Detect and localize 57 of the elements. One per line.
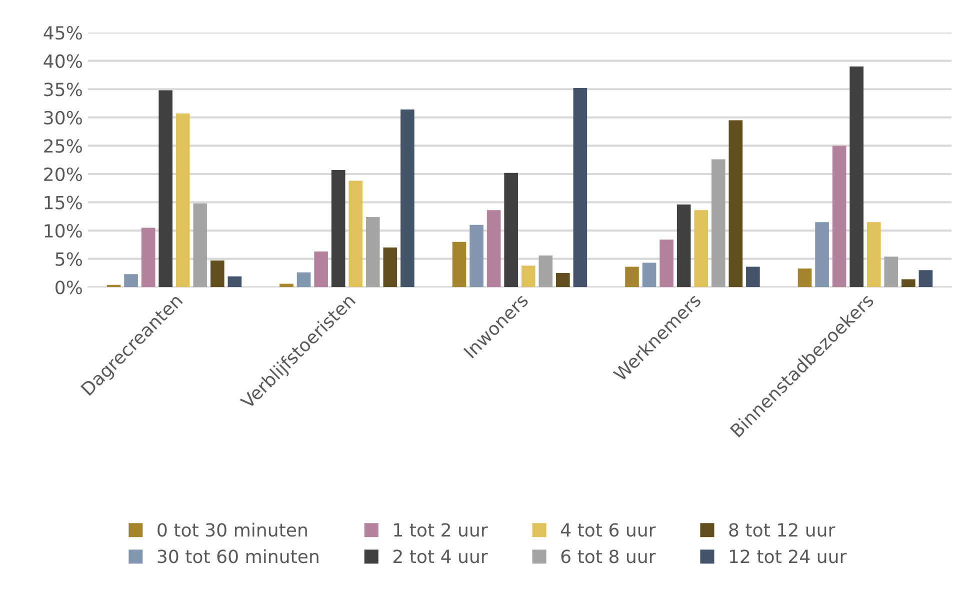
bar bbox=[486, 210, 501, 288]
bar bbox=[918, 270, 933, 288]
legend-label: 12 tot 24 uur bbox=[730, 550, 847, 564]
bar bbox=[521, 266, 536, 288]
bar bbox=[556, 272, 570, 288]
bar bbox=[850, 66, 864, 288]
bar bbox=[383, 248, 398, 288]
bar bbox=[176, 113, 190, 288]
y-tick-label: 25% bbox=[44, 139, 82, 153]
bar bbox=[815, 222, 829, 288]
y-tick-label: 0% bbox=[56, 280, 82, 294]
y-tick-label: 40% bbox=[44, 54, 82, 68]
bar bbox=[711, 159, 726, 288]
bar bbox=[280, 284, 294, 288]
bar bbox=[366, 216, 380, 288]
y-tick-label: 5% bbox=[56, 252, 82, 266]
bar bbox=[331, 170, 346, 288]
y-tick-label: 15% bbox=[44, 196, 82, 210]
bar bbox=[884, 256, 898, 288]
legend-label: 0 tot 30 minuten bbox=[158, 522, 307, 537]
bar bbox=[470, 224, 484, 288]
bar bbox=[728, 120, 743, 288]
bar bbox=[832, 146, 846, 288]
bar bbox=[314, 251, 328, 288]
y-tick-label: 45% bbox=[44, 26, 82, 40]
bar bbox=[400, 109, 414, 288]
bar bbox=[504, 172, 518, 288]
bar bbox=[660, 240, 674, 288]
legend-label: 4 tot 6 uur bbox=[560, 523, 656, 537]
legend-label: 30 tot 60 minuten bbox=[158, 549, 318, 564]
legend-label: 2 tot 4 uur bbox=[393, 550, 488, 564]
bar bbox=[296, 272, 311, 288]
bar bbox=[902, 279, 916, 288]
bar bbox=[694, 210, 708, 288]
bar bbox=[124, 274, 138, 288]
bar bbox=[625, 266, 639, 288]
legend-label: 8 tot 12 uur bbox=[729, 523, 836, 537]
bar bbox=[158, 90, 172, 288]
bar bbox=[193, 203, 208, 288]
bar bbox=[866, 222, 881, 288]
bar bbox=[573, 88, 588, 288]
bar bbox=[141, 228, 156, 288]
bar bbox=[798, 268, 812, 288]
y-tick-label: 10% bbox=[44, 224, 82, 238]
y-tick-label: 20% bbox=[44, 167, 82, 182]
bar bbox=[642, 262, 656, 288]
bar bbox=[538, 255, 553, 288]
bar bbox=[452, 242, 466, 288]
y-tick-label: 35% bbox=[44, 82, 82, 96]
bar bbox=[228, 276, 242, 288]
bar bbox=[746, 266, 760, 288]
y-tick-label: 30% bbox=[44, 110, 82, 125]
legend-label: 6 tot 8 uur bbox=[561, 550, 656, 564]
legend-label: 1 tot 2 uur bbox=[394, 523, 488, 537]
bar bbox=[676, 204, 691, 288]
bar bbox=[210, 260, 224, 288]
bar bbox=[348, 180, 363, 288]
